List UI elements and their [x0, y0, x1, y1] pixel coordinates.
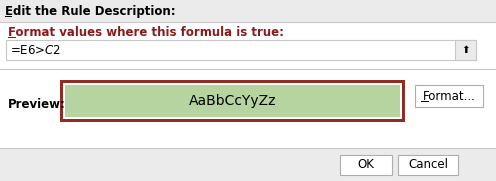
Bar — [0, 148, 496, 181]
Text: ⬆: ⬆ — [461, 45, 470, 55]
Text: Cancel: Cancel — [408, 159, 448, 172]
Text: Format...: Format... — [423, 89, 476, 102]
Text: OK: OK — [358, 159, 374, 172]
Bar — [0, 22, 496, 152]
Text: AaBbCcYyZz: AaBbCcYyZz — [189, 94, 276, 108]
Text: Edit the Rule Description:: Edit the Rule Description: — [5, 5, 176, 18]
Bar — [398, 155, 458, 175]
Text: Preview:: Preview: — [8, 98, 66, 111]
Bar — [0, 0, 496, 22]
Bar — [455, 40, 476, 60]
Bar — [60, 80, 405, 122]
Bar — [6, 40, 476, 60]
Bar — [340, 155, 392, 175]
Text: =E6>$C$2: =E6>$C$2 — [10, 43, 61, 56]
Bar — [63, 83, 402, 119]
Bar — [415, 85, 483, 107]
Text: Format values where this formula is true:: Format values where this formula is true… — [8, 26, 284, 39]
Bar — [65, 85, 400, 117]
